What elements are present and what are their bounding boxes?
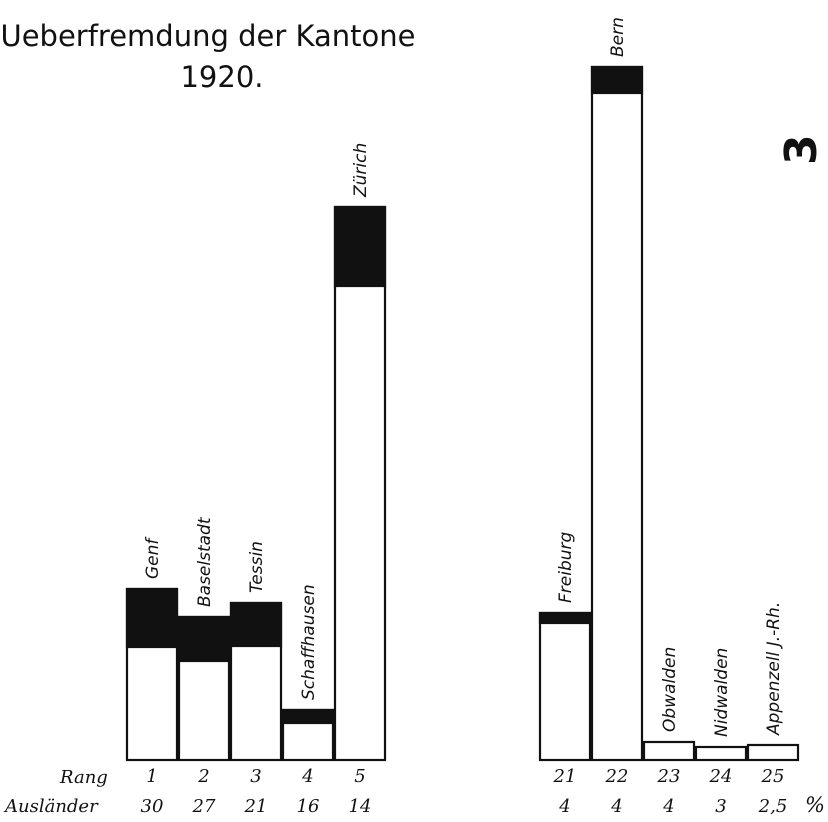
rank-obwalden: 23 xyxy=(657,766,681,787)
bar-schaffhausen-black-segment xyxy=(281,708,335,725)
rank-tessin: 3 xyxy=(250,766,261,787)
auslaender-z-rich: 14 xyxy=(349,796,372,817)
bar-bern xyxy=(590,65,644,762)
bar-label-obwalden: Obwalden xyxy=(660,647,680,732)
bar-genf-black-segment xyxy=(125,587,179,649)
rank-appenzell-j-rh: 25 xyxy=(761,766,785,787)
side-mark: 3 xyxy=(776,134,827,165)
bar-label-nidwalden: Nidwalden xyxy=(712,648,732,737)
auslaender-schaffhausen: 16 xyxy=(297,796,320,817)
rank-genf: 1 xyxy=(146,766,157,787)
percent-symbol: % xyxy=(805,793,825,817)
bar-obwalden xyxy=(642,740,696,762)
bar-baselstadt-black-segment xyxy=(177,615,231,663)
chart-title: Ueberfremdung der Kantone xyxy=(0,19,415,53)
rank-baselstadt: 2 xyxy=(197,766,209,787)
auslaender-freiburg: 4 xyxy=(558,796,570,817)
auslaender-baselstadt: 27 xyxy=(192,796,216,817)
bar-z-rich-black-segment xyxy=(333,205,387,288)
bar-label-appenzell-j-rh: Appenzell J.-Rh. xyxy=(764,602,784,736)
rank-nidwalden: 24 xyxy=(709,766,733,787)
bar-z-rich xyxy=(333,205,387,762)
bar-label-bern: Bern xyxy=(608,17,628,57)
bar-label-schaffhausen: Schaffhausen xyxy=(299,584,319,700)
bars-layer: Genf 1 30 Baselstadt 2 27 Tessin 3 21 Schaffhause… xyxy=(125,17,800,817)
bar-tessin-black-segment xyxy=(229,601,283,648)
auslaender-bern: 4 xyxy=(610,796,622,817)
rank-freiburg: 21 xyxy=(553,766,577,787)
auslaender-obwalden: 4 xyxy=(662,796,674,817)
bar-freiburg-black-segment xyxy=(538,611,592,625)
bar-bern-black-segment xyxy=(590,65,644,95)
bar-freiburg xyxy=(538,611,592,762)
rank-row-label: Rang xyxy=(59,767,108,788)
bar-label-baselstadt: Baselstadt xyxy=(195,516,215,607)
auslaender-tessin: 21 xyxy=(244,796,268,817)
chart-subtitle: 1920. xyxy=(180,60,263,94)
bar-label-tessin: Tessin xyxy=(247,541,267,593)
rank-bern: 22 xyxy=(605,766,629,787)
rank-schaffhausen: 4 xyxy=(301,766,313,787)
foreigners-row-label: Ausländer xyxy=(3,796,99,817)
bar-label-genf: Genf xyxy=(143,536,163,579)
auslaender-genf: 30 xyxy=(141,796,164,817)
bar-appenzell-j-rh xyxy=(746,743,800,762)
bar-nidwalden xyxy=(694,745,748,762)
auslaender-appenzell-j-rh: 2,5 xyxy=(758,796,788,817)
rank-z-rich: 5 xyxy=(354,766,365,787)
auslaender-nidwalden: 3 xyxy=(715,796,726,817)
bar-label-z-rich: Zürich xyxy=(351,143,371,198)
bar-label-freiburg: Freiburg xyxy=(556,531,576,603)
